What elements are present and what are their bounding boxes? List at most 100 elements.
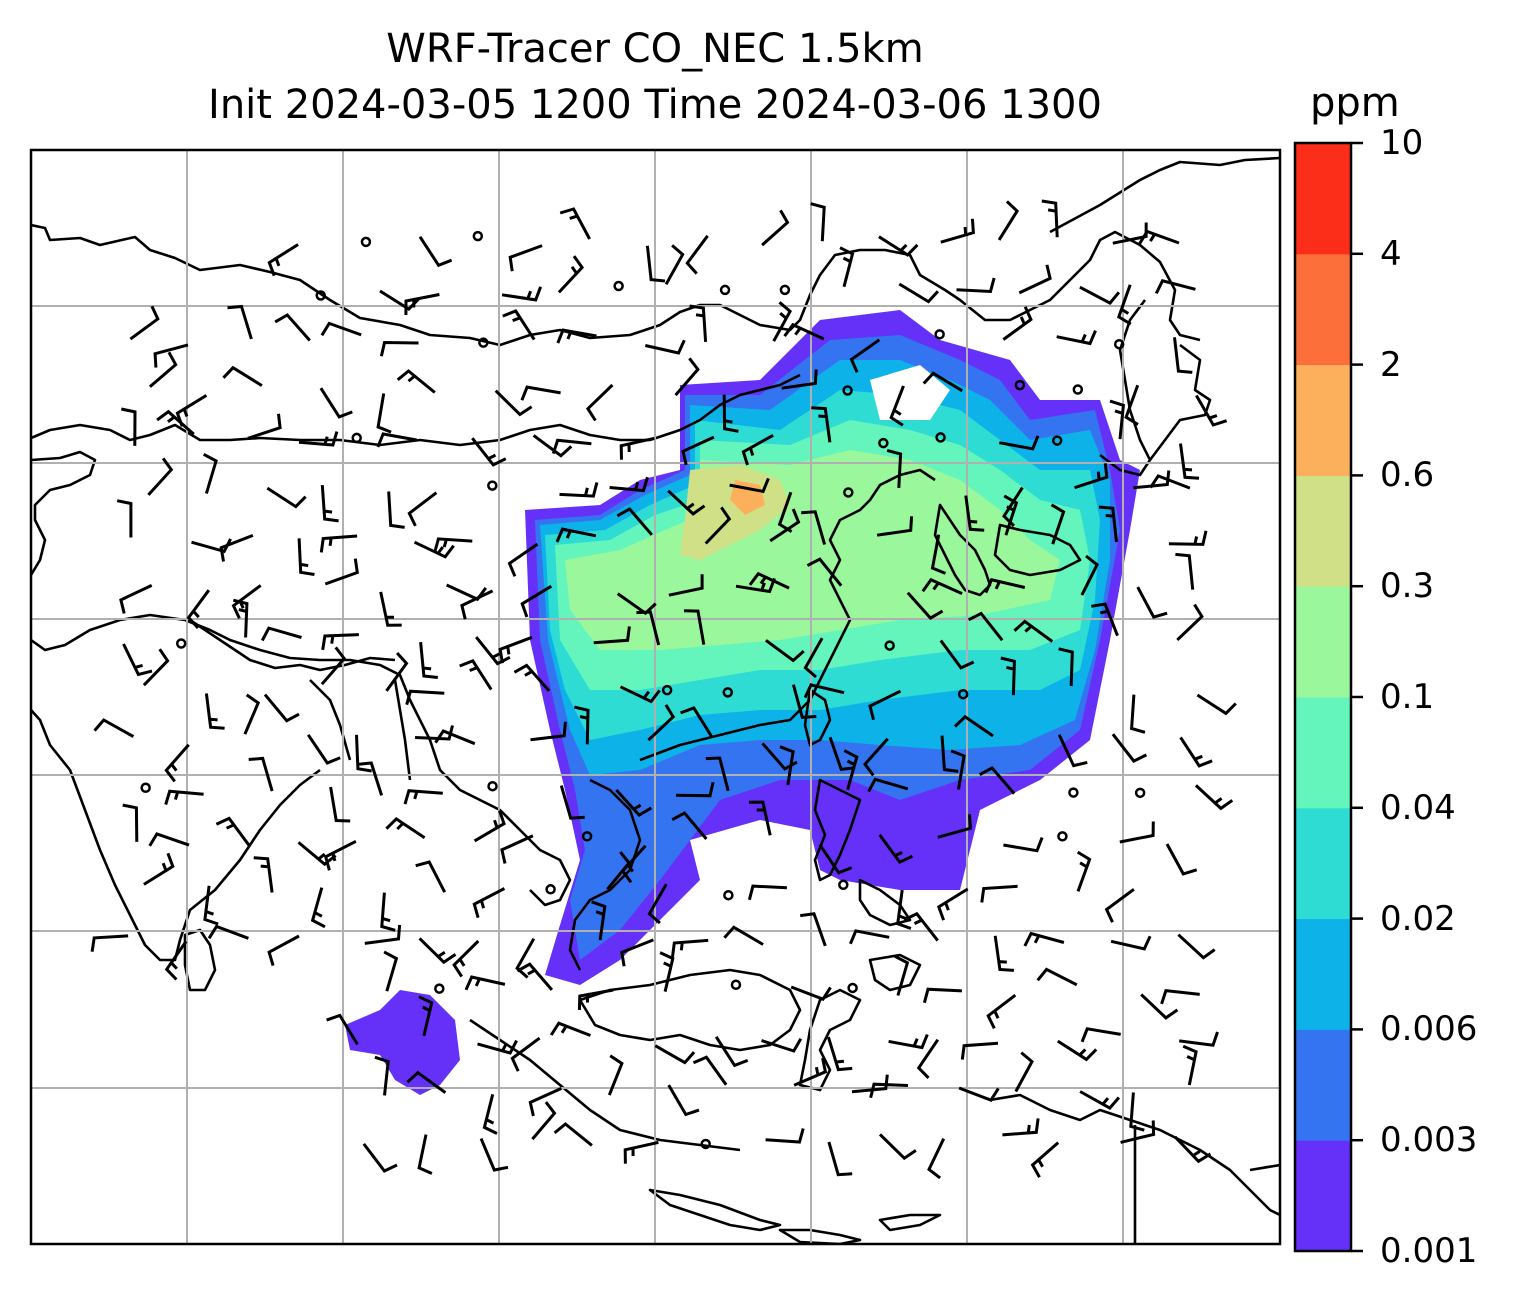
wind-barb: [886, 448, 903, 488]
wind-barb: [559, 785, 585, 820]
wind-barb: [748, 571, 790, 590]
colorbar: [1295, 143, 1351, 1252]
wind-barb: [298, 431, 339, 447]
wind-barb: [1179, 736, 1213, 768]
wind-barb: [921, 577, 963, 595]
wind-barb: [956, 277, 996, 294]
colorbar-band: [1295, 807, 1351, 920]
wind-barb: [207, 924, 249, 940]
wind-barb: [267, 934, 300, 967]
wind-barb: [153, 343, 189, 368]
wind-barb: [513, 663, 551, 692]
wind-barb: [324, 558, 359, 586]
colorbar-band: [1295, 143, 1351, 255]
wind-barb: [1098, 505, 1118, 543]
wind-barb: [247, 413, 282, 440]
calm-wind-marker: [719, 284, 731, 296]
wind-barb: [407, 491, 438, 527]
wind-barb: [253, 856, 274, 893]
wind-barb: [403, 789, 443, 805]
wind-barb: [1176, 603, 1204, 641]
wind-barb: [692, 1055, 728, 1086]
wind-barb: [452, 939, 480, 978]
wind-barb: [1000, 656, 1016, 696]
calm-wind-marker: [472, 230, 484, 242]
wind-barb: [950, 749, 966, 790]
wind-barb: [1182, 1044, 1198, 1086]
conc-band-0.3: [680, 465, 790, 560]
wind-barb: [1080, 1027, 1121, 1043]
colorbar-band: [1295, 364, 1351, 476]
wind-barb: [683, 609, 706, 645]
wind-barb: [922, 371, 964, 393]
wind-barb: [1173, 1135, 1212, 1164]
wind-barb: [722, 394, 739, 433]
wind-barb: [531, 1101, 557, 1141]
wind-barb: [556, 328, 597, 344]
wind-barb: [219, 534, 254, 562]
colorbar-tick-label: 0.006: [1380, 1009, 1478, 1050]
wind-barb: [1091, 602, 1119, 637]
wind-barb: [620, 938, 654, 967]
wind-barb: [1002, 306, 1033, 341]
wind-barb: [1160, 988, 1200, 1005]
wind-barb: [927, 1138, 946, 1180]
wind-barb: [520, 584, 553, 618]
wind-barb: [1173, 337, 1193, 374]
wind-barb: [986, 994, 1017, 1030]
wind-barb: [232, 598, 249, 638]
wind-barb: [978, 765, 1016, 795]
wind-barb: [1030, 1141, 1060, 1178]
wind-barb: [164, 789, 204, 806]
wind-barb: [878, 833, 914, 864]
calm-wind-marker: [723, 889, 734, 901]
wind-barb: [355, 734, 372, 773]
calm-wind-marker: [1057, 831, 1068, 842]
wind-barb: [619, 685, 661, 704]
colorbar-tick-label: 0.3: [1380, 566, 1435, 607]
wind-barb: [406, 1070, 447, 1094]
wind-barb: [937, 814, 972, 839]
wind-barb: [876, 516, 914, 537]
calm-wind-marker: [315, 290, 326, 301]
wind-barb: [940, 735, 959, 773]
wind-barb: [248, 756, 274, 792]
wind-barb: [553, 1122, 593, 1147]
wind-barb: [980, 884, 1018, 903]
wind-barb: [806, 557, 843, 587]
wind-barb: [623, 1140, 659, 1164]
wind-barb: [1179, 1031, 1219, 1047]
wind-barb: [1109, 399, 1126, 440]
wind-barb: [916, 1038, 940, 1079]
wind-barb: [644, 339, 686, 355]
wind-barb: [120, 407, 137, 446]
wind-barb: [459, 659, 493, 691]
wind-barb: [267, 243, 299, 277]
wind-barb: [922, 987, 962, 1004]
wind-barb: [803, 683, 845, 699]
wind-barb: [810, 202, 826, 242]
colorbar-band: [1295, 1029, 1351, 1141]
coastlines: [31, 156, 1280, 1244]
wind-barb: [1196, 693, 1237, 716]
wind-barb: [222, 365, 263, 387]
wind-barb: [615, 788, 653, 818]
map-title-line-2: Init 2024-03-05 1200 Time 2024-03-06 130…: [208, 82, 1102, 128]
calm-wind-marker: [730, 979, 742, 991]
wind-barb: [878, 235, 919, 257]
wind-barb: [1050, 503, 1066, 545]
calm-wind-marker: [1051, 435, 1063, 446]
wind-barb: [1179, 443, 1200, 480]
wind-barb: [585, 383, 614, 422]
wind-barb: [868, 689, 902, 721]
map-panel: [31, 150, 1280, 1244]
wind-barbs: [90, 199, 1237, 1180]
wind-barb: [607, 1054, 624, 1096]
wind-barb: [1110, 935, 1152, 951]
wind-barb: [748, 800, 772, 836]
calm-wind-marker: [884, 640, 895, 651]
colorbar-tick-label: 0.02: [1380, 898, 1456, 939]
wind-barb: [675, 781, 715, 798]
wind-barb: [415, 725, 454, 741]
wind-barb: [297, 841, 337, 867]
